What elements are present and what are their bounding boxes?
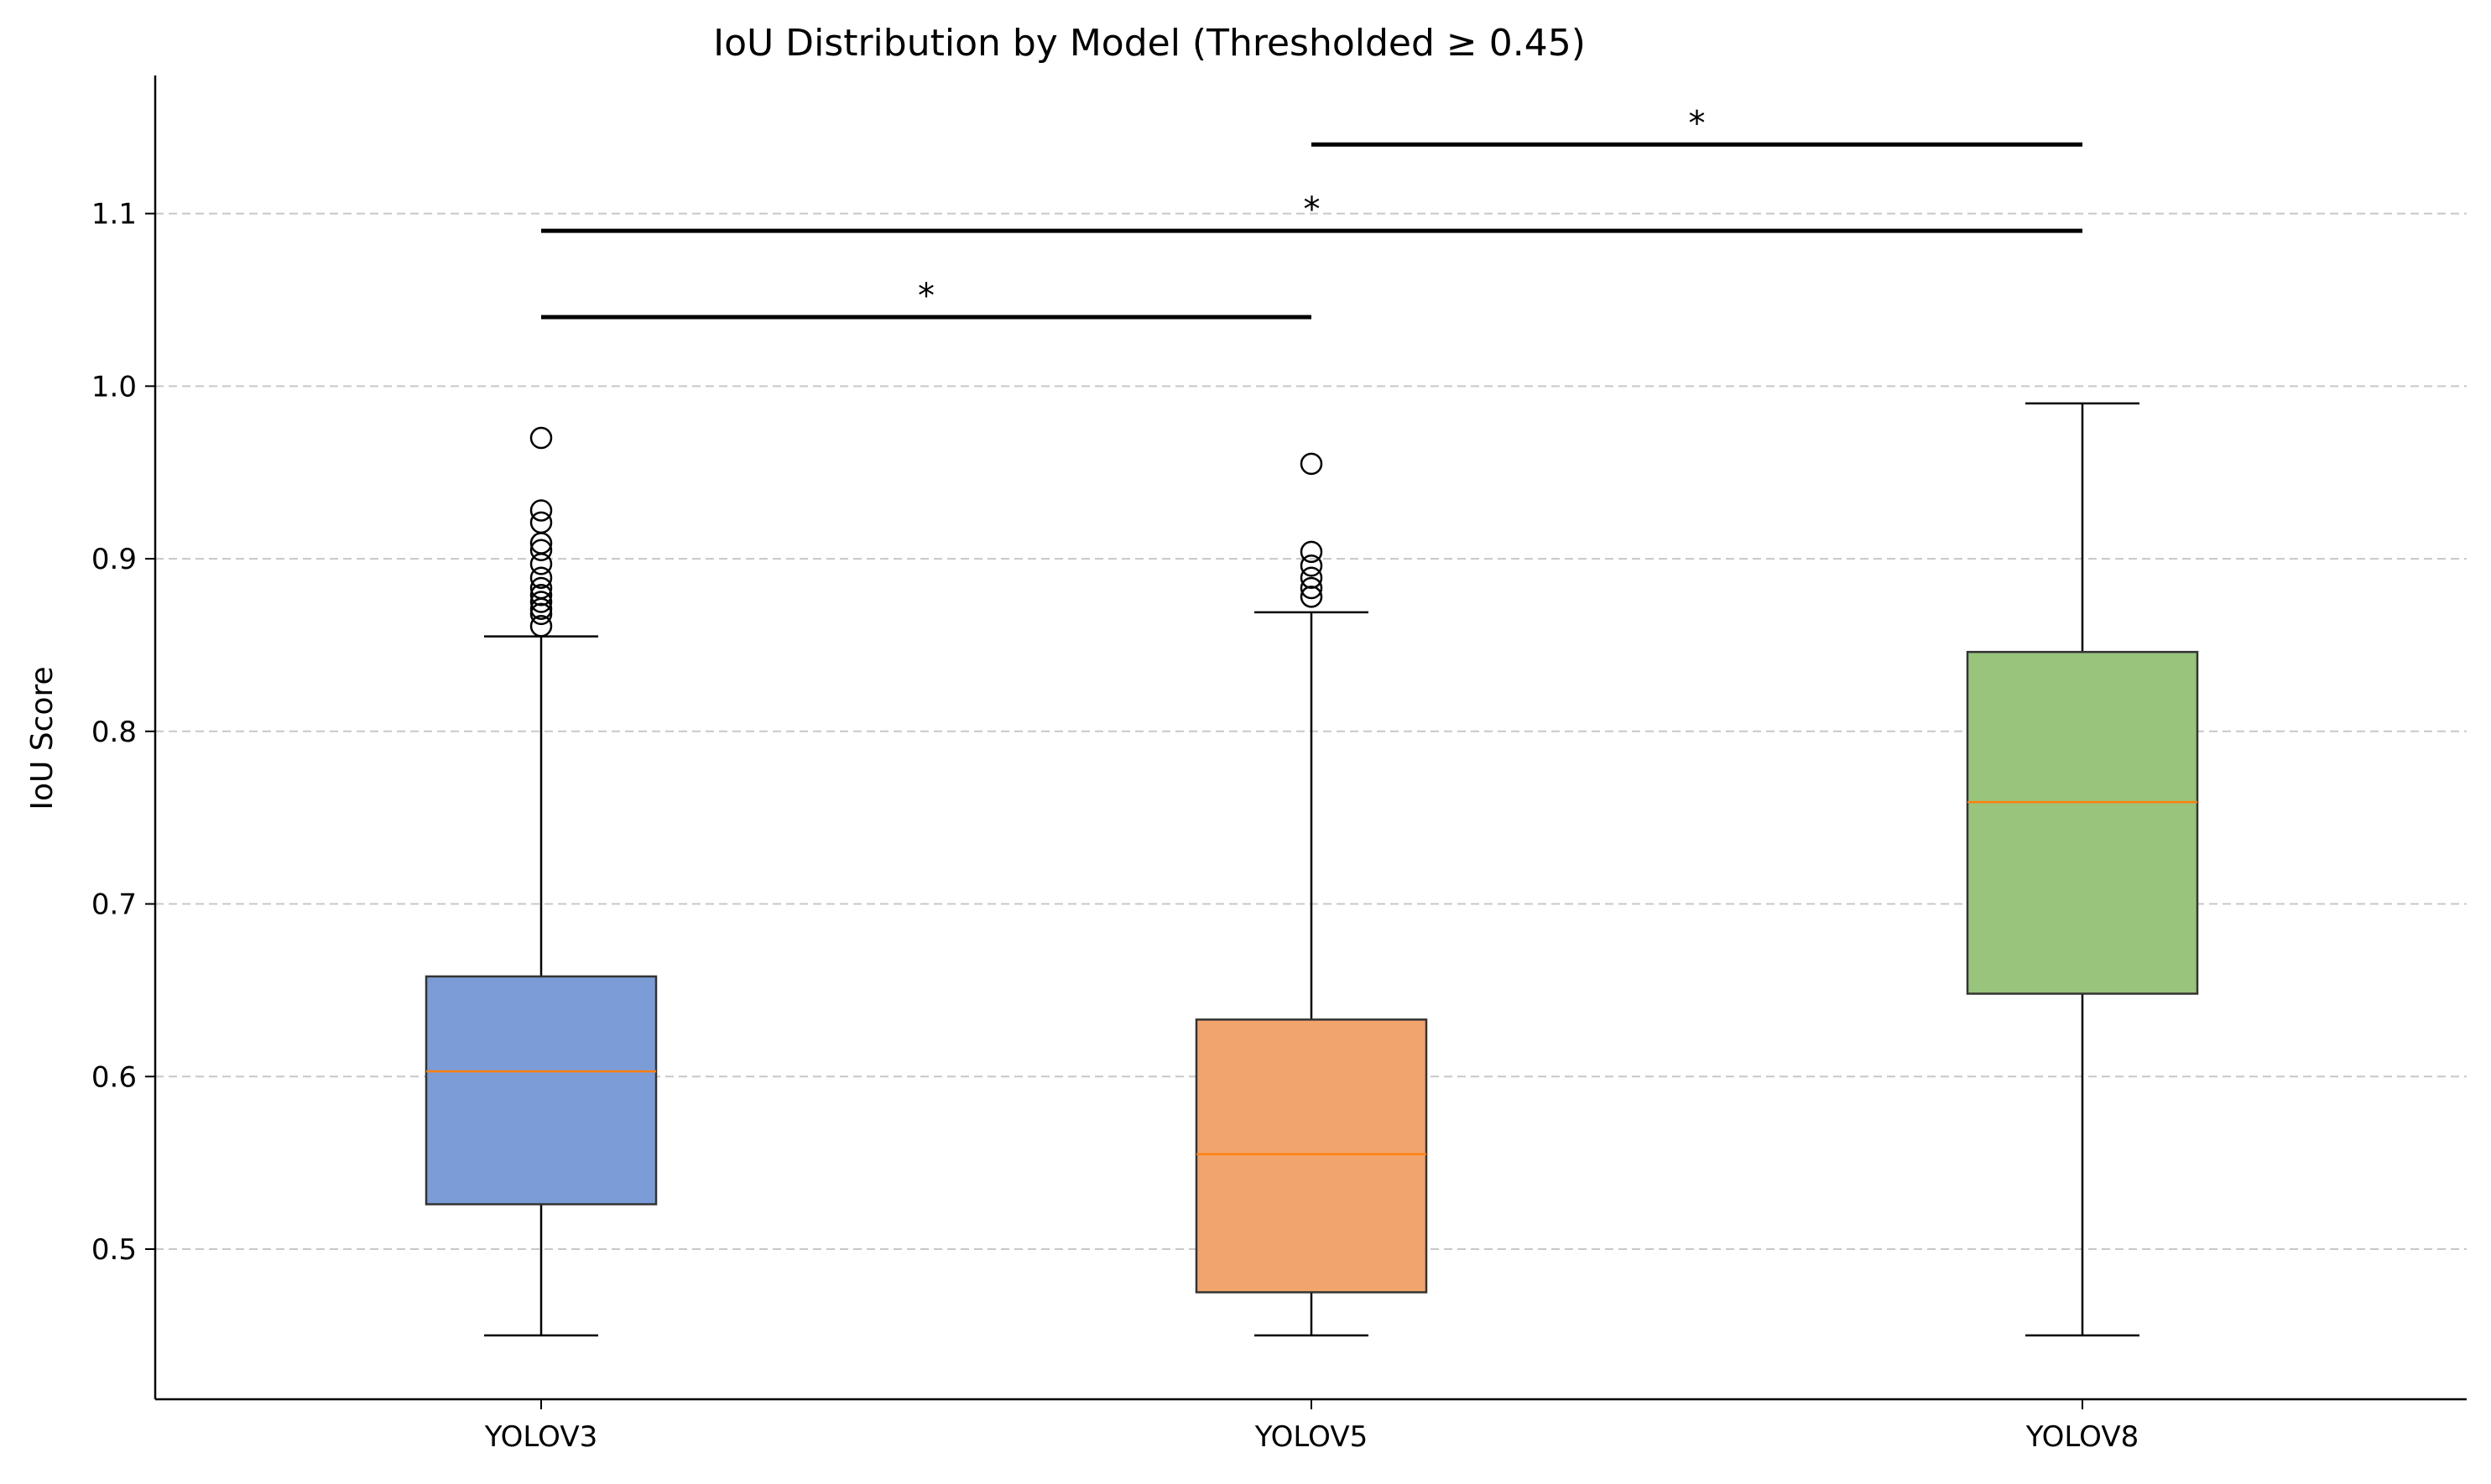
outlier-point	[1300, 540, 1323, 564]
outlier-point	[1300, 555, 1323, 577]
outlier-point	[529, 566, 553, 589]
y-tick-label: 0.5	[91, 1233, 137, 1267]
box-body	[1966, 650, 2199, 995]
outlier-point	[1300, 576, 1323, 600]
outlier-point	[1300, 586, 1323, 608]
outlier-point	[529, 426, 553, 450]
outlier-point	[529, 499, 553, 522]
outlier-point	[529, 539, 553, 562]
y-tick-label: 0.7	[91, 888, 137, 922]
box-yolov3	[425, 426, 658, 1337]
x-tick-label: YOLOV3	[484, 1420, 597, 1454]
significance-brackets: * * *	[541, 104, 2082, 320]
outlier-point	[529, 615, 553, 638]
outlier-point	[529, 602, 553, 626]
x-tick-label: YOLOV8	[2025, 1420, 2139, 1454]
outlier-point	[529, 591, 553, 613]
x-tick-label: YOLOV5	[1254, 1420, 1368, 1454]
significance-label: *	[1689, 104, 1706, 143]
outlier-point	[1300, 566, 1323, 589]
y-axis-label: IoU Score	[25, 666, 60, 810]
box-yolov8	[1966, 402, 2199, 1337]
significance-label: *	[918, 277, 935, 315]
outlier-point	[529, 597, 553, 620]
outlier-point	[529, 584, 553, 607]
significance-label: *	[1304, 190, 1321, 229]
y-tick-label: 1.0	[91, 370, 137, 404]
y-tick-label: 0.9	[91, 543, 137, 576]
chart-title: IoU Distribution by Model (Thresholded ≥…	[713, 22, 1586, 65]
y-tick-label: 1.1	[91, 198, 137, 232]
box-body	[425, 975, 658, 1205]
outlier-point	[1300, 452, 1323, 476]
y-tick-label: 0.8	[91, 716, 137, 749]
y-tick-label: 0.6	[91, 1060, 137, 1094]
box-yolov5	[1195, 452, 1428, 1337]
box-body	[1195, 1018, 1428, 1294]
outlier-point	[529, 552, 553, 575]
box-plots	[425, 402, 2199, 1337]
axes: 0.5 0.6 0.7 0.8 0.9 1.0 1.1 YOLOV3 YOLOV5 YOLOV8	[91, 76, 2467, 1454]
